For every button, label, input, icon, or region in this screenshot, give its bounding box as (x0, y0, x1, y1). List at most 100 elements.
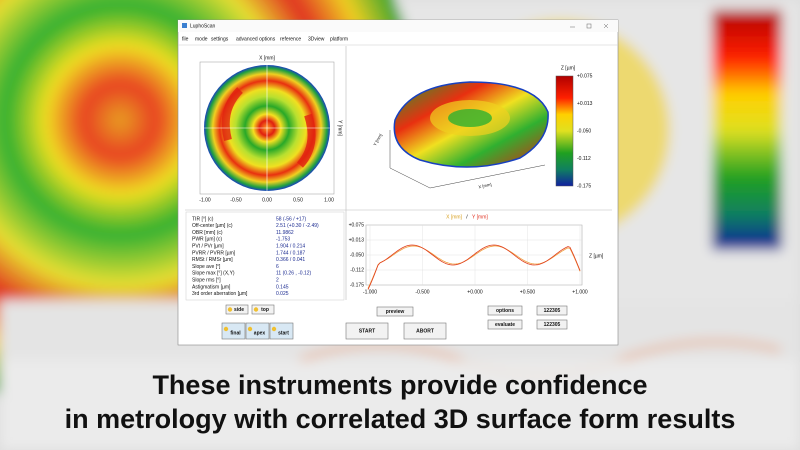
menu-item[interactable]: file (182, 36, 189, 42)
menu-item[interactable]: settings (211, 36, 229, 42)
colorbar-tick: -0.050 (577, 128, 591, 134)
button[interactable] (487, 305, 523, 316)
caption-line: in metrology with correlated 3D surface … (65, 404, 736, 434)
button-label[interactable]: START (359, 328, 375, 334)
colorbar-tick: -0.175 (577, 183, 591, 189)
button[interactable] (251, 304, 275, 315)
button[interactable] (225, 304, 249, 315)
result-value: 58 (-56 / +17) (276, 216, 306, 222)
button-label[interactable]: ABORT (416, 328, 434, 334)
result-value: 6 (276, 264, 279, 270)
result-value: 0.366 / 0.041 (276, 257, 305, 263)
buttons: side top final apex start preview START ABORT op… (221, 304, 568, 340)
window-title: LuphoScan (190, 23, 216, 29)
menu-item[interactable]: reference (280, 36, 301, 42)
legend-y: Y [mm] (472, 214, 488, 220)
result-label: OBR [mm] (c) (192, 230, 223, 236)
app-icon (182, 23, 187, 28)
y-tick-label: +0.013 (349, 237, 365, 243)
button[interactable] (345, 322, 389, 340)
result-value: 2 (276, 278, 279, 284)
surface-3d (389, 81, 549, 189)
title-bar (178, 20, 618, 32)
result-value: 0.145 (276, 284, 289, 290)
result-label: Slope ave [°] (192, 264, 221, 270)
caption-line: These instruments provide confidence (152, 370, 647, 400)
menu-item[interactable]: 3Dview (308, 36, 325, 42)
profile-y-label: Z [µm] (589, 253, 604, 259)
button-label[interactable]: apex (254, 330, 266, 336)
button-icon (253, 307, 259, 312)
button-label[interactable]: options (496, 308, 514, 314)
y-tick-label: +0.075 (349, 222, 365, 228)
result-label: Slope rms [°] (192, 278, 221, 284)
colorbar-tick: +0.075 (577, 73, 593, 79)
button-label[interactable]: final (230, 330, 241, 336)
button[interactable] (487, 319, 523, 330)
x-tick-label: -1.00 (199, 197, 211, 203)
y-tick-label: -0.112 (350, 267, 364, 273)
x-tick-label: -0.500 (415, 289, 429, 295)
menu-bar: file mode settings advanced options referenc… (182, 36, 348, 42)
button-icon (271, 326, 277, 332)
button[interactable] (536, 305, 568, 316)
result-label: PWR [µm] (c) (192, 237, 222, 243)
x-tick-label: -1.000 (363, 289, 377, 295)
button-icon (247, 326, 253, 332)
x-ticks: -1.00 -0.50 0.00 0.50 1.00 (199, 197, 334, 203)
x-tick-label: +0.500 (520, 289, 536, 295)
result-label: RMSt / RMSr [µm] (192, 257, 233, 263)
y-tick-label: -0.175 (350, 282, 364, 288)
x-tick-label: -0.50 (230, 197, 242, 203)
button-icon (227, 307, 233, 312)
result-label: TIR [°] (c) (192, 216, 214, 222)
result-value: 2.51 (+0.30 / -2.49) (276, 223, 319, 229)
result-value: -1.753 (276, 237, 290, 243)
button-label[interactable]: preview (386, 309, 405, 315)
menu-item[interactable]: platform (330, 36, 348, 42)
button-label[interactable]: 122305 (544, 308, 561, 314)
legend-x: X [mm] (446, 214, 462, 220)
button[interactable] (245, 322, 270, 340)
button[interactable] (269, 322, 294, 340)
result-label: PVRR / PVRR [µm] (192, 250, 236, 256)
x-tick-label: +1.000 (572, 289, 588, 295)
colorbar-tick: -0.112 (577, 156, 591, 162)
legend-sep: / (466, 214, 468, 220)
result-value: 11 (0.26 , -0.12) (276, 271, 312, 277)
colorbar-tick: +0.013 (577, 101, 593, 107)
result-value: 1.904 / 0.214 (276, 244, 305, 250)
button[interactable] (221, 322, 246, 340)
colorbar (555, 75, 574, 187)
window-controls[interactable] (570, 23, 609, 29)
results-table: TIR [°] (c) 58 (-56 / +17) Off-center [µm]… (192, 216, 319, 297)
menu-item[interactable]: mode (195, 36, 208, 42)
result-label: Astigmatism [µm] (192, 284, 231, 290)
button-label[interactable]: start (278, 330, 289, 336)
y-axis-label: Y [mm] (337, 120, 343, 136)
colorbar-label: Z [µm] (561, 65, 576, 71)
result-label: 3rd order aberration [µm] (192, 291, 248, 297)
button-label[interactable]: evaluate (495, 322, 515, 328)
result-value: 1.744 / 0.187 (276, 250, 305, 256)
x-tick-label: 0.00 (262, 197, 272, 203)
y-tick-label: -0.050 (350, 252, 364, 258)
3d-y-label: Y [mm] (372, 133, 383, 147)
x-tick-label: 0.50 (293, 197, 303, 203)
profile-y (367, 244, 581, 290)
button-label[interactable]: top (261, 307, 269, 313)
button-label[interactable]: 122305 (544, 322, 561, 328)
result-value: 11.9862 (276, 230, 294, 236)
menu-item[interactable]: advanced options (236, 36, 276, 42)
button[interactable] (536, 319, 568, 330)
x-tick-label: 1.00 (324, 197, 334, 203)
3d-x-label: X [mm] (478, 182, 492, 190)
result-label: Slope max [°] (X,Y) (192, 271, 235, 277)
result-value: 0.025 (276, 291, 289, 297)
button[interactable] (376, 306, 414, 317)
button-label[interactable]: side (234, 307, 244, 313)
button[interactable] (403, 322, 447, 340)
result-label: Off-center [µm] (c) (192, 223, 233, 229)
button-icon (223, 326, 229, 332)
